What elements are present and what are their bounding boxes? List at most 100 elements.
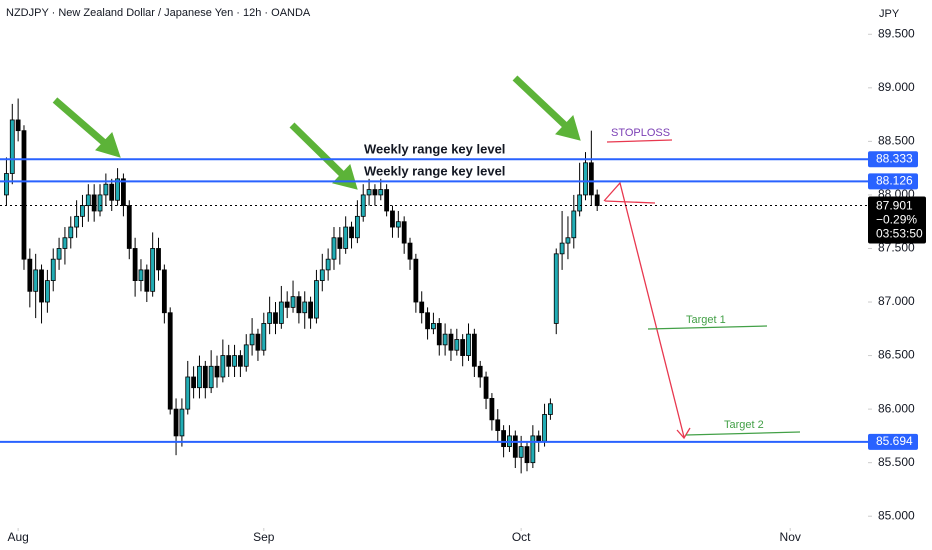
candle-body <box>349 226 354 239</box>
candle-body <box>232 355 237 367</box>
candle-body <box>577 194 583 212</box>
candle-body <box>530 435 536 464</box>
arrow <box>52 97 111 149</box>
chart-title: NZDJPY · New Zealand Dollar / Japanese Y… <box>6 7 311 19</box>
change-label: −0.29% <box>876 213 917 227</box>
annotation: Target 1 <box>686 314 726 326</box>
candle-body <box>97 194 103 212</box>
candle-body <box>302 301 308 314</box>
candle-body <box>109 183 115 201</box>
candle-body <box>331 237 337 260</box>
candle-body <box>489 398 495 421</box>
candle-body <box>442 333 448 346</box>
y-tick-label: 86.500 <box>878 348 915 362</box>
target-line <box>647 325 768 330</box>
candle-body <box>401 221 407 244</box>
candle-body <box>85 194 91 207</box>
y-tick-label: 85.000 <box>878 508 915 522</box>
candle-body <box>425 312 430 330</box>
candle-body <box>343 226 349 249</box>
y-tick-label: 87.000 <box>878 294 915 308</box>
candle-body <box>547 403 553 415</box>
annotation: STOPLOSS <box>611 127 670 139</box>
candle-body <box>553 253 559 324</box>
level-label-box <box>868 173 918 190</box>
candle-body <box>378 189 384 196</box>
y-tick-label: 86.000 <box>878 401 915 415</box>
candle-body <box>150 248 156 292</box>
candle-body <box>4 173 9 196</box>
y-tick-label: 89.000 <box>878 80 915 94</box>
candle-body <box>9 119 15 174</box>
candle-body <box>319 269 325 282</box>
candle-body <box>103 183 109 196</box>
candle-body <box>27 258 33 292</box>
candle-body <box>448 333 454 351</box>
candle-body <box>68 226 74 239</box>
candle-body <box>62 237 68 249</box>
candle-body <box>571 210 577 239</box>
candle-body <box>419 301 425 314</box>
candle-body <box>366 189 372 196</box>
candle-body <box>583 162 588 196</box>
candle-body <box>325 258 331 271</box>
annotation: Weekly range key level <box>364 141 505 156</box>
candle-body <box>167 312 173 410</box>
candle-body <box>454 339 460 351</box>
candle-body <box>460 339 466 356</box>
arrow <box>512 75 571 131</box>
plot-layer <box>4 33 872 531</box>
countdown-label: 03:53:50 <box>876 227 923 241</box>
candle-body <box>179 408 185 437</box>
candle-body <box>208 365 214 389</box>
candle-body <box>565 237 571 244</box>
targets <box>647 325 801 436</box>
candle-body <box>436 323 442 346</box>
candle-body <box>594 194 600 207</box>
candle-body <box>290 296 296 308</box>
x-tick-label: Nov <box>780 530 801 544</box>
arrow-head <box>555 115 581 141</box>
candle-body <box>33 269 39 292</box>
currency-label: JPY <box>879 8 900 20</box>
candle-body <box>173 408 179 437</box>
candle-body <box>156 248 161 271</box>
candle-body <box>267 312 273 324</box>
candle-body <box>273 312 278 324</box>
candle-body <box>471 333 477 367</box>
last-price-box <box>868 196 926 244</box>
candle-body <box>518 446 524 458</box>
annotation: Target 2 <box>724 419 764 431</box>
candle-body <box>161 269 167 314</box>
candle-body <box>314 280 319 319</box>
level-label: 88.126 <box>876 174 913 188</box>
level-label: 85.694 <box>876 434 913 448</box>
candle-body <box>296 296 302 314</box>
candle-body <box>50 258 56 282</box>
candle-body <box>21 130 27 260</box>
candle-body <box>477 365 483 378</box>
candle-body <box>115 178 120 201</box>
candle-body <box>214 365 220 378</box>
candle-body <box>588 162 594 196</box>
entry-line <box>604 200 656 204</box>
candle-body <box>466 333 471 356</box>
candle-body <box>15 119 21 132</box>
candle-body <box>395 221 401 228</box>
trade-path <box>603 181 685 438</box>
candle-body <box>220 355 226 378</box>
candle-body <box>144 269 150 292</box>
candle-body <box>132 248 138 282</box>
arrow-head <box>332 164 358 190</box>
trade-drawing <box>603 139 691 440</box>
candle-body <box>372 189 378 196</box>
candle-body <box>261 323 267 351</box>
candle-body <box>354 215 360 239</box>
y-tick-label: 88.500 <box>878 134 915 148</box>
target-line <box>685 431 801 436</box>
candle-body <box>91 194 97 212</box>
candle-body <box>56 248 62 260</box>
x-tick-label: Oct <box>512 530 531 544</box>
candle-body <box>249 333 255 346</box>
candle-body <box>536 435 542 442</box>
